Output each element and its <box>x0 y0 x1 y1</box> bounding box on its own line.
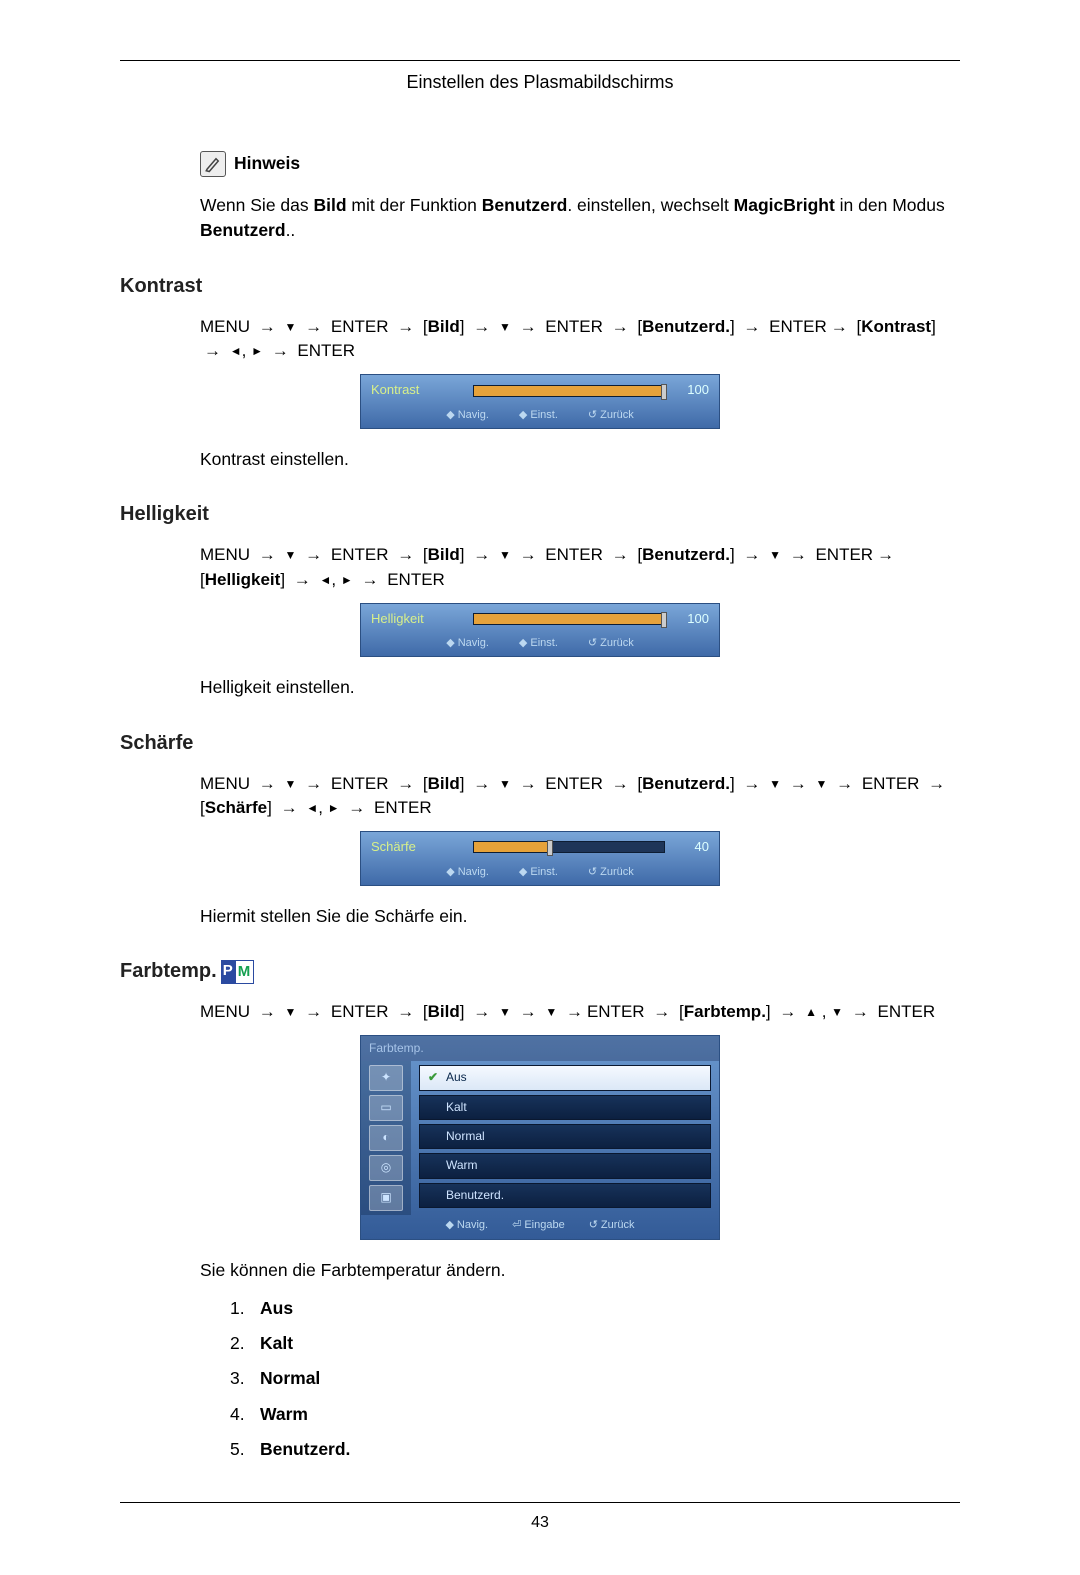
heading-schaerfe: Schärfe <box>120 729 960 758</box>
osd-helligkeit-value: 100 <box>677 610 709 629</box>
osd-menu-item: Benutzerd. <box>419 1183 711 1208</box>
nav-farbtemp: MENU → ▼ → ENTER → [Bild] → ▼ → ▼ →ENTER… <box>200 1000 960 1025</box>
heading-farbtemp: Farbtemp.PM <box>120 957 960 986</box>
osd-footer-zurueck: ↺ Zurück <box>588 408 634 424</box>
osd-kontrast-value: 100 <box>677 381 709 400</box>
heading-kontrast: Kontrast <box>120 272 960 301</box>
osd-side-icon: ▣ <box>369 1185 403 1211</box>
osd-side-icon: ◐ <box>369 1125 403 1151</box>
osd-helligkeit: Helligkeit 100 ◆ Navig. ◆ Einst. ↺ Zurüc… <box>360 603 720 658</box>
list-item: 1.Aus <box>230 1296 960 1321</box>
nav-helligkeit: MENU → ▼ → ENTER → [Bild] → ▼ → ENTER → … <box>200 543 960 592</box>
page-header-title: Einstellen des Plasmabildschirms <box>120 69 960 103</box>
list-item: 4.Warm <box>230 1402 960 1427</box>
note-text: Wenn Sie das Bild mit der Funktion Benut… <box>200 193 960 244</box>
osd-schaerfe: Schärfe 40 ◆ Navig. ◆ Einst. ↺ Zurück <box>360 831 720 886</box>
osd-kontrast-label: Kontrast <box>371 381 461 400</box>
osd-menu-item: Warm <box>419 1153 711 1178</box>
osd-side-icon: ◎ <box>369 1155 403 1181</box>
desc-helligkeit: Helligkeit einstellen. <box>200 675 960 700</box>
osd-menu-item: ✔Aus <box>419 1065 711 1090</box>
desc-kontrast: Kontrast einstellen. <box>200 447 960 472</box>
nav-schaerfe: MENU → ▼ → ENTER → [Bild] → ▼ → ENTER → … <box>200 772 960 821</box>
list-item: 3.Normal <box>230 1366 960 1391</box>
list-item: 2.Kalt <box>230 1331 960 1356</box>
note-icon <box>200 151 226 177</box>
desc-schaerfe: Hiermit stellen Sie die Schärfe ein. <box>200 904 960 929</box>
osd-menu-item: Normal <box>419 1124 711 1149</box>
page-number: 43 <box>120 1503 960 1534</box>
pm-badge-icon: PM <box>221 960 255 984</box>
heading-helligkeit: Helligkeit <box>120 500 960 529</box>
osd-farbtemp-title: Farbtemp. <box>361 1036 719 1061</box>
note-label: Hinweis <box>234 151 300 176</box>
desc-farbtemp: Sie können die Farbtemperatur ändern. <box>200 1258 960 1283</box>
osd-schaerfe-label: Schärfe <box>371 838 461 857</box>
list-item: 5.Benutzerd. <box>230 1437 960 1462</box>
osd-footer-navig: ◆ Navig. <box>446 408 489 424</box>
osd-side-icon: ▭ <box>369 1095 403 1121</box>
osd-menu-item: Kalt <box>419 1095 711 1120</box>
osd-schaerfe-value: 40 <box>677 838 709 857</box>
osd-kontrast-track <box>473 385 665 397</box>
nav-kontrast: MENU → ▼ → ENTER → [Bild] → ▼ → ENTER → … <box>200 315 960 364</box>
osd-helligkeit-track <box>473 613 665 625</box>
osd-side-icon: ✦ <box>369 1065 403 1091</box>
osd-footer-einst: ◆ Einst. <box>519 408 558 424</box>
osd-kontrast: Kontrast 100 ◆ Navig. ◆ Einst. ↺ Zurück <box>360 374 720 429</box>
osd-farbtemp-menu: Farbtemp. ✦ ▭ ◐ ◎ ▣ ✔Aus Kalt Normal War… <box>360 1035 720 1240</box>
osd-helligkeit-label: Helligkeit <box>371 610 461 629</box>
osd-schaerfe-track <box>473 841 665 853</box>
